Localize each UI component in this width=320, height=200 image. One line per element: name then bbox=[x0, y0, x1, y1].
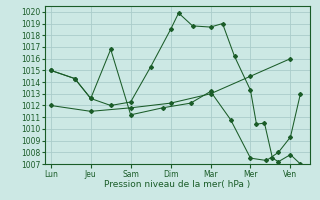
X-axis label: Pression niveau de la mer( hPa ): Pression niveau de la mer( hPa ) bbox=[104, 180, 251, 189]
